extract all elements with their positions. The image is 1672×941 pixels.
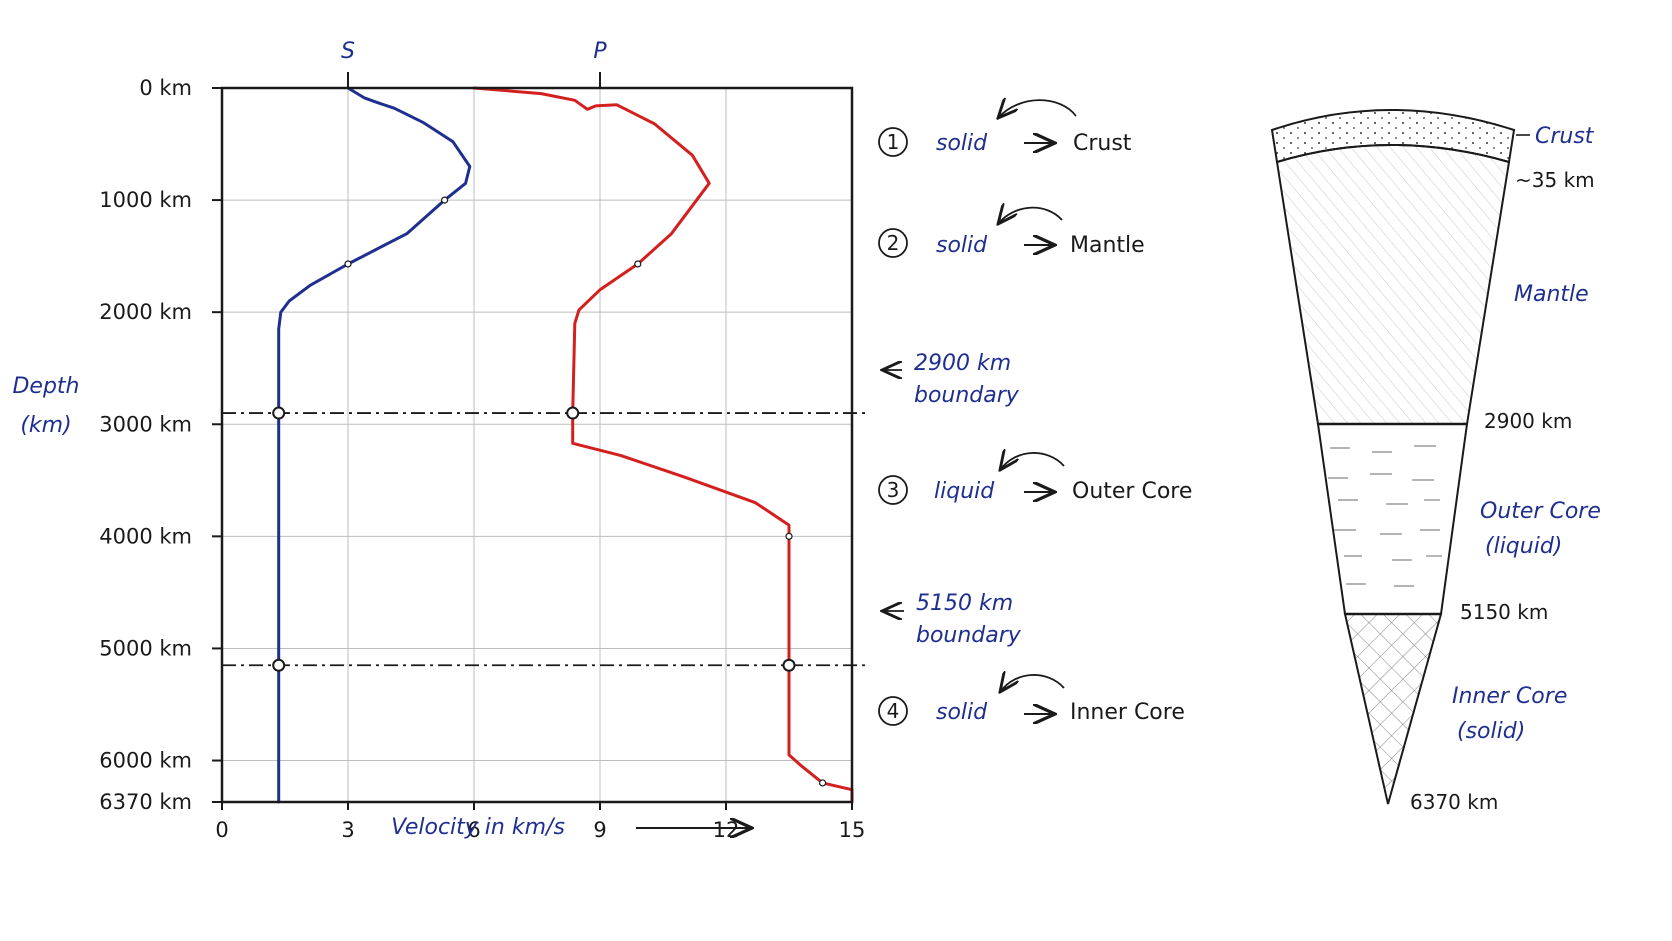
layer-note-3-number: 3 — [887, 478, 900, 502]
wedge-mantle-label: Mantle — [1514, 282, 1589, 307]
chart-series — [277, 86, 854, 804]
layer-note-2-state: solid — [936, 233, 988, 258]
marker-P-5 — [634, 260, 642, 268]
y-axis-label-unit: (km) — [20, 413, 71, 438]
y-tick-label-0: 0 km — [139, 76, 192, 100]
chart-grid — [221, 88, 853, 802]
marker-S-2 — [272, 658, 286, 672]
earth-wedge: Crust ~35 km Mantle 2900 km Outer Core (… — [1270, 109, 1601, 814]
layer-note-1: 1 solid Crust — [878, 100, 1132, 157]
wedge-outer-core-label: Outer Core — [1480, 499, 1601, 524]
wedge-outer-core-depth: 5150 km — [1460, 600, 1548, 624]
plot-frame — [220, 86, 854, 804]
chart-markers — [272, 196, 827, 787]
wedge-inner-core-state: (solid) — [1457, 719, 1525, 744]
x-tick-label-3: 9 — [593, 818, 606, 842]
marker-P-7 — [818, 779, 827, 787]
y-tick-label-6: 6000 km — [99, 749, 192, 773]
wedge-outer-core — [1316, 423, 1469, 615]
layer-note-3-state: liquid — [934, 479, 995, 504]
x-tick-label-0: 0 — [215, 818, 228, 842]
x-tick-label-5: 15 — [839, 818, 866, 842]
y-tick-label-5: 5000 km — [99, 636, 192, 660]
layer-note-4-layer: Inner Core — [1070, 700, 1185, 725]
boundary-5150-word: boundary — [916, 623, 1022, 648]
wedge-mantle-depth: 2900 km — [1484, 409, 1572, 433]
y-tick-label-7: 6370 km — [99, 790, 192, 814]
boundary-2900-word: boundary — [914, 383, 1020, 408]
x-axis-ticks: 0 3 6 9 12 15 — [215, 802, 865, 842]
x-axis-label: Velocity in km/s — [391, 815, 565, 840]
y-tick-label-2: 2000 km — [99, 300, 192, 324]
wedge-outer-core-state: (liquid) — [1485, 534, 1562, 559]
layer-note-3-layer: Outer Core — [1072, 479, 1192, 504]
marker-S-8 — [441, 196, 449, 204]
wedge-center-depth: 6370 km — [1410, 790, 1498, 814]
wedge-crust-label: Crust — [1535, 124, 1595, 149]
series-name-P: P — [593, 39, 607, 64]
boundary-annotation-2900: 2900 km boundary — [882, 351, 1020, 408]
layer-note-2: 2 solid Mantle — [878, 208, 1145, 258]
wedge-crust-depth: ~35 km — [1515, 168, 1595, 192]
x-tick-label-2: 6 — [467, 818, 480, 842]
outer-core-dashes — [1328, 445, 1442, 587]
y-axis-ticks: 0 km 1000 km 2000 km 3000 km 4000 km 5000 km 6… — [99, 76, 222, 814]
y-tick-label-4: 4000 km — [99, 524, 192, 548]
y-tick-label-3: 3000 km — [99, 412, 192, 436]
boundary-annotation-5150: 5150 km boundary — [882, 591, 1022, 648]
boundary-2900-depth: 2900 km — [914, 351, 1011, 376]
layer-note-4: 4 solid Inner Core — [878, 675, 1185, 726]
x-tick-label-1: 3 — [341, 818, 354, 842]
wedge-inner-core — [1343, 613, 1443, 805]
marker-S-1 — [272, 406, 286, 420]
marker-S-0 — [344, 260, 352, 268]
layer-note-4-state: solid — [936, 700, 988, 725]
layer-note-2-number: 2 — [887, 231, 900, 255]
x-tick-label-4: 12 — [713, 818, 740, 842]
y-tick-label-1: 1000 km — [99, 188, 192, 212]
series-line-P — [472, 86, 854, 804]
wedge-mantle — [1275, 144, 1511, 425]
boundary-5150-depth: 5150 km — [916, 591, 1013, 616]
layer-note-2-layer: Mantle — [1070, 233, 1145, 258]
layer-note-4-number: 4 — [887, 699, 900, 723]
wedge-inner-core-label: Inner Core — [1452, 684, 1567, 709]
marker-P-4 — [782, 658, 796, 672]
layer-note-3: 3 liquid Outer Core — [878, 453, 1192, 505]
marker-P-6 — [785, 532, 793, 540]
layer-note-1-number: 1 — [887, 130, 900, 154]
layer-note-1-layer: Crust — [1073, 131, 1132, 156]
y-axis-label-depth: Depth — [12, 374, 79, 399]
series-name-S: S — [341, 39, 355, 64]
boundary-lines — [222, 412, 866, 667]
marker-P-3 — [566, 406, 580, 420]
layer-note-1-state: solid — [936, 131, 988, 156]
series-line-S — [277, 86, 472, 804]
